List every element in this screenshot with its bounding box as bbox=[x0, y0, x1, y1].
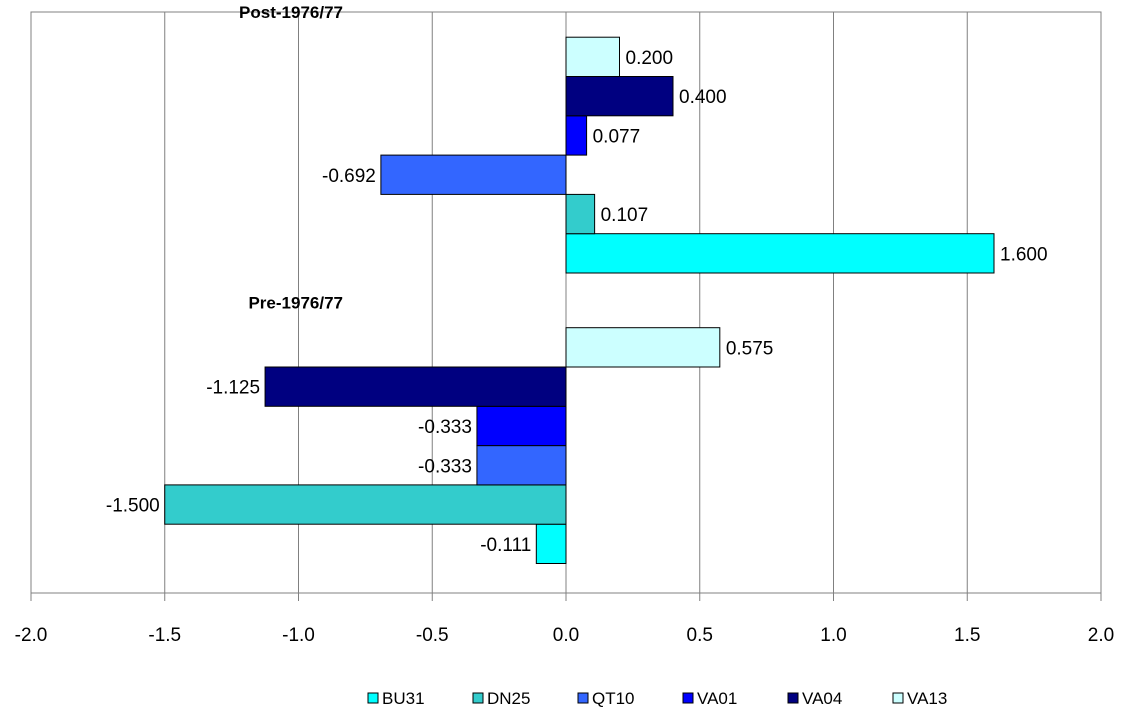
data-label: 0.077 bbox=[593, 126, 641, 147]
legend-swatch bbox=[472, 692, 484, 704]
bar-bu31 bbox=[565, 233, 995, 274]
x-tick-label: 1.5 bbox=[954, 625, 980, 646]
data-label: 0.200 bbox=[626, 48, 674, 69]
legend-item-va01: VA01 bbox=[682, 689, 737, 708]
x-axis: -2.0 -1.5 -1.0 -0.5 0.0 0.5 1.0 1.5 2.0 bbox=[15, 592, 1114, 646]
x-tick-label: -1.5 bbox=[148, 625, 181, 646]
x-tick-label: 1.0 bbox=[820, 625, 846, 646]
bars bbox=[164, 36, 995, 565]
x-tick-label: 0.0 bbox=[553, 625, 579, 646]
legend-item-dn25: DN25 bbox=[472, 689, 530, 708]
data-label: -1.125 bbox=[206, 378, 260, 399]
legend-label: BU31 bbox=[382, 689, 425, 708]
legend-swatch bbox=[577, 692, 589, 704]
x-tick-label: -2.0 bbox=[15, 625, 48, 646]
data-label: -0.111 bbox=[480, 535, 531, 556]
legend-label: VA13 bbox=[907, 689, 947, 708]
bar-va13 bbox=[565, 36, 620, 77]
x-tick-label: -0.5 bbox=[416, 625, 449, 646]
bar-va04 bbox=[264, 366, 567, 407]
group-label: Pre-1976/77 bbox=[248, 294, 343, 313]
group-label: Post-1976/77 bbox=[239, 3, 343, 22]
x-tick-label: 2.0 bbox=[1088, 625, 1114, 646]
bar-va04 bbox=[565, 76, 674, 117]
bar-dn25 bbox=[164, 484, 567, 525]
bar-qt10 bbox=[380, 154, 567, 195]
bar-va13 bbox=[565, 327, 721, 368]
bar-qt10 bbox=[476, 445, 567, 486]
data-label: 1.600 bbox=[1000, 244, 1048, 265]
data-labels: -0.111 -1.500 -0.333 -0.333 -1.125 0.575 1.600… bbox=[106, 48, 1048, 556]
group-labels: Pre-1976/77 Post-1976/77 bbox=[239, 3, 343, 313]
legend-swatch bbox=[787, 692, 799, 704]
legend-label: VA01 bbox=[697, 689, 737, 708]
data-label: 0.575 bbox=[726, 338, 774, 359]
x-tick-label: 0.5 bbox=[687, 625, 713, 646]
data-label: -0.333 bbox=[418, 456, 472, 477]
data-label: -0.333 bbox=[418, 417, 472, 438]
legend: BU31 DN25 QT10 VA01 VA04 VA13 bbox=[367, 689, 947, 708]
legend-swatch bbox=[367, 692, 379, 704]
legend-swatch bbox=[892, 692, 904, 704]
legend-item-bu31: BU31 bbox=[367, 689, 425, 708]
bar-bu31 bbox=[535, 523, 567, 565]
bar-va01 bbox=[565, 115, 588, 156]
data-label: -0.692 bbox=[322, 166, 376, 187]
data-label: 0.400 bbox=[679, 87, 727, 108]
legend-label: DN25 bbox=[487, 689, 530, 708]
legend-swatch bbox=[682, 692, 694, 704]
bar-va01 bbox=[476, 405, 567, 447]
legend-item-qt10: QT10 bbox=[577, 689, 635, 708]
x-tick-label: -1.0 bbox=[282, 625, 315, 646]
legend-label: QT10 bbox=[592, 689, 635, 708]
data-label: -1.500 bbox=[106, 496, 160, 517]
legend-item-va13: VA13 bbox=[892, 689, 947, 708]
bar-dn25 bbox=[565, 193, 596, 235]
legend-item-va04: VA04 bbox=[787, 689, 842, 708]
legend-label: VA04 bbox=[802, 689, 842, 708]
data-label: 0.107 bbox=[601, 205, 649, 226]
